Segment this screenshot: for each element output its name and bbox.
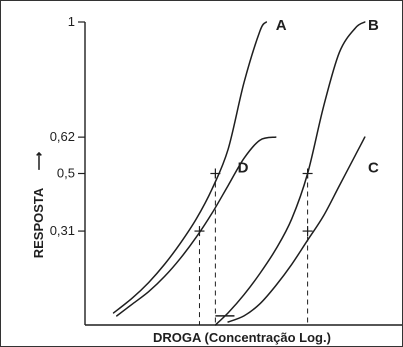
series-line-b (214, 21, 366, 326)
y-axis-title: RESPOSTA (31, 187, 46, 258)
y-axis-title-group: RESPOSTA ⟶ (31, 151, 46, 258)
curve-label-a: A (276, 17, 287, 34)
y-tick-label: 1 (68, 14, 75, 29)
y-tick-label: 0,62 (50, 129, 75, 144)
curve-labels: A B D C (238, 17, 379, 176)
y-axis-arrow: ⟶ (31, 151, 46, 170)
curve-label-d: D (238, 159, 249, 176)
series-line-a (112, 21, 268, 314)
series-line-c (227, 136, 366, 323)
dashed-drop-lines (198, 173, 309, 325)
x-axis-title: DROGA (Concentração Log.) (153, 330, 331, 345)
series-curves (112, 21, 366, 326)
y-tick-label: 0,31 (50, 223, 75, 238)
curve-label-c: C (368, 159, 379, 176)
series-line-d (116, 136, 277, 317)
curve-label-b: B (368, 17, 379, 34)
y-ticks: 1 0,62 0,5 0,31 (50, 14, 85, 238)
point-markers (194, 168, 313, 237)
y-tick-label: 0,5 (57, 166, 75, 181)
